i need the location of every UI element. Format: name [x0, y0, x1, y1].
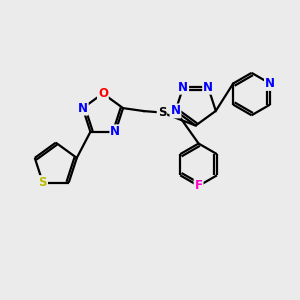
Text: N: N — [265, 77, 275, 90]
Text: N: N — [110, 125, 120, 138]
Text: S: S — [38, 176, 47, 189]
Text: N: N — [170, 104, 181, 117]
Text: O: O — [98, 87, 108, 100]
Text: S: S — [158, 106, 166, 119]
Text: N: N — [203, 81, 213, 94]
Text: N: N — [178, 81, 188, 94]
Text: N: N — [78, 102, 88, 115]
Text: F: F — [195, 179, 203, 192]
